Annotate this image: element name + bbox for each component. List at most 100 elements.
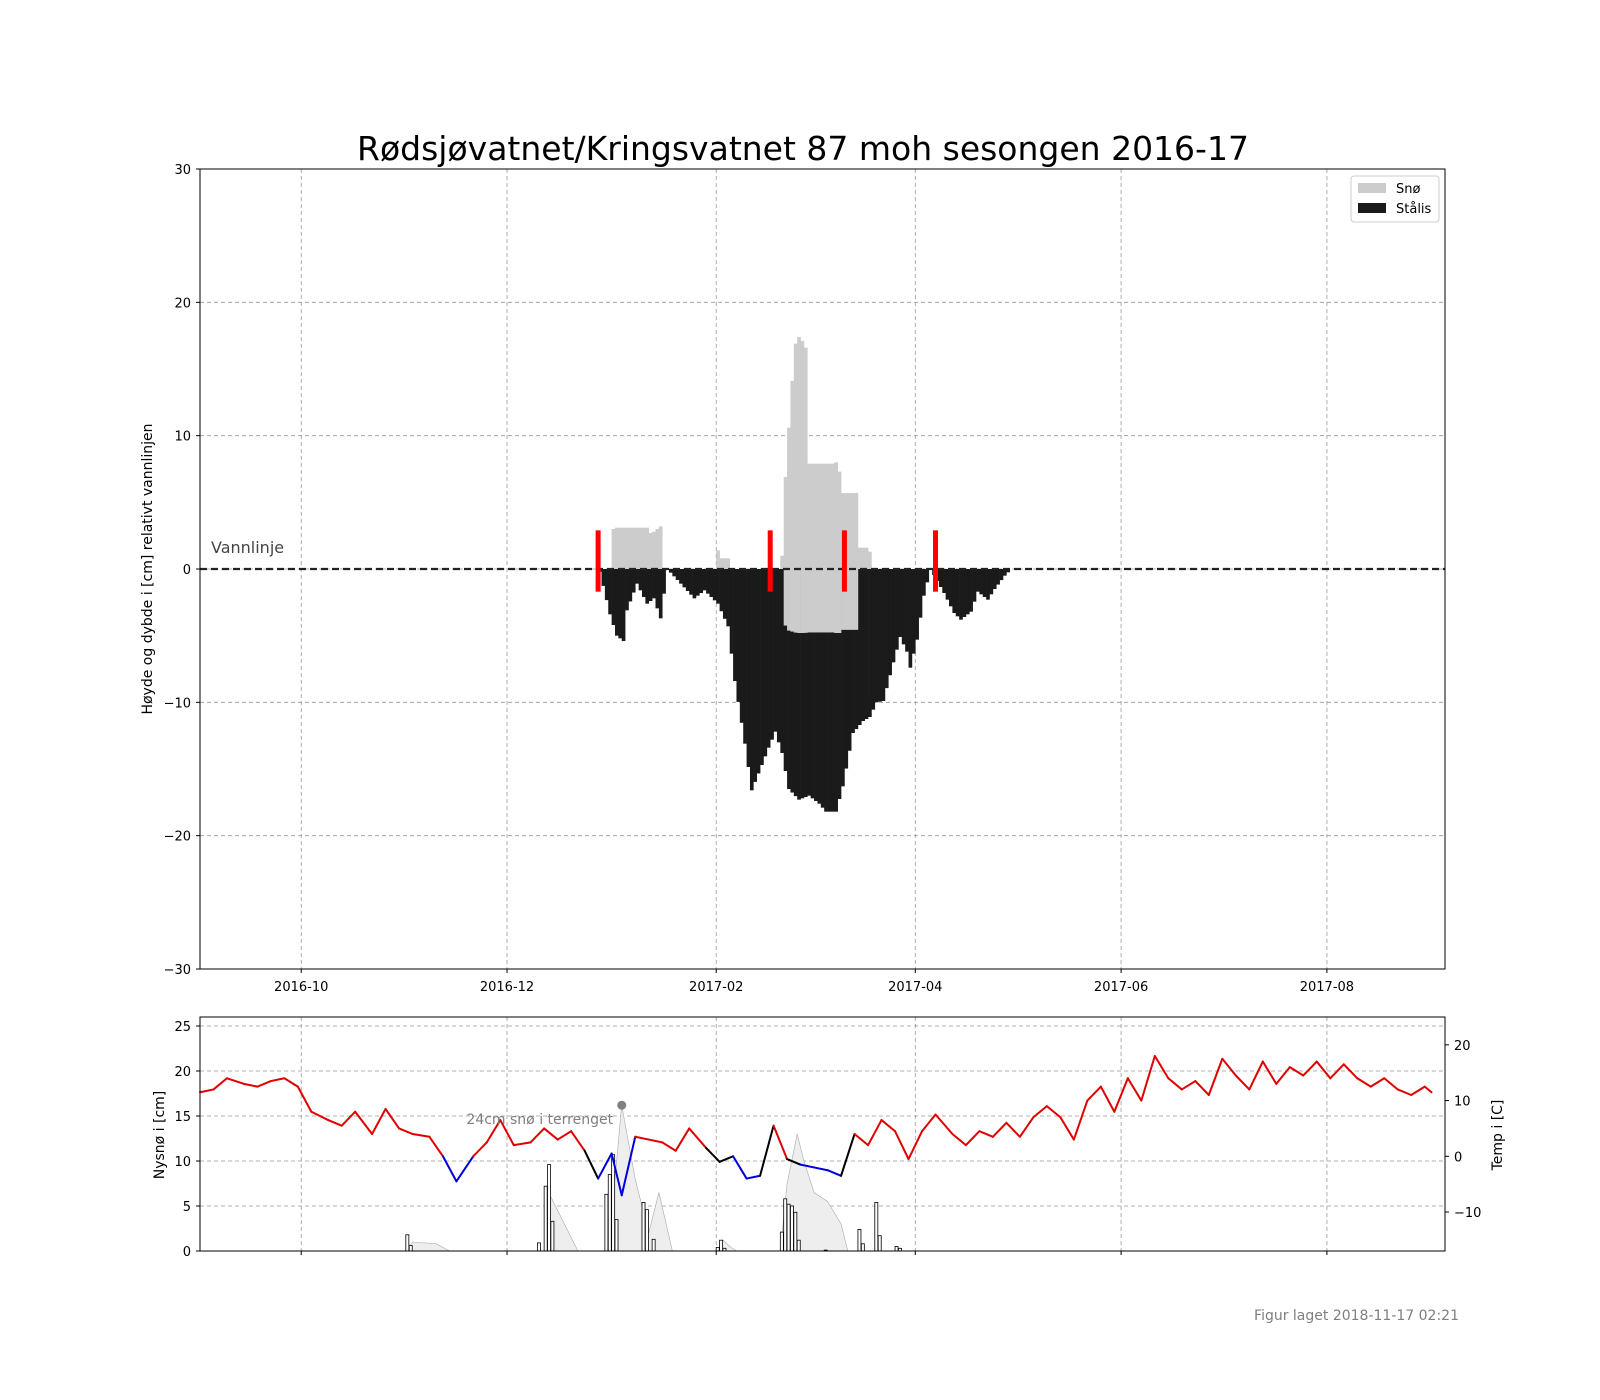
- ice-bar: [672, 569, 677, 577]
- ice-bar: [817, 569, 822, 804]
- snow-bar: [621, 527, 650, 569]
- slush-bar: [803, 569, 808, 633]
- temperature-segment: [472, 1141, 488, 1158]
- ice-bar: [685, 569, 690, 591]
- ice-bar: [722, 569, 727, 619]
- new-snow-bar: [408, 1245, 413, 1252]
- ice-bar: [976, 569, 980, 592]
- temperature-segment: [1072, 1099, 1089, 1141]
- snow-bar: [787, 427, 791, 569]
- new-snow-bar: [611, 1154, 616, 1252]
- weather-y-tick-label: 10: [174, 1155, 191, 1170]
- temperature-segment: [674, 1127, 691, 1152]
- weather-chart: 24cm snø i terrenget 0 5 10 15 20 25 −10 0 10 20…: [152, 1016, 1506, 1260]
- snow-bar: [783, 477, 788, 569]
- weather-y-tick-label: 5: [183, 1200, 191, 1215]
- temperature-segment: [772, 1124, 789, 1161]
- snow-bar: [837, 471, 842, 569]
- temperature-segment: [199, 1088, 215, 1094]
- ice-bar: [942, 569, 946, 593]
- temperature-segment: [411, 1133, 431, 1138]
- temperature-segment: [529, 1127, 546, 1144]
- new-snow-bar: [894, 1246, 899, 1252]
- snow-bar: [800, 341, 805, 569]
- ice-bar: [996, 569, 1000, 585]
- ice-bar: [955, 569, 960, 617]
- temperature-segment: [1032, 1105, 1048, 1119]
- ice-bar: [628, 569, 633, 602]
- weather-y-ticks-left: 0 5 10 15 20 25: [174, 1020, 200, 1260]
- ice-bar: [699, 569, 704, 593]
- temperature-segment: [991, 1121, 1008, 1138]
- ice-bar: [925, 569, 930, 583]
- observation-marker: [933, 530, 939, 592]
- temperature-segment: [1018, 1116, 1035, 1138]
- temperature-segment: [620, 1135, 637, 1197]
- ice-bar: [888, 569, 892, 676]
- snow-bar: [868, 551, 872, 569]
- temperature-segment: [597, 1152, 613, 1180]
- ice-bar: [773, 569, 778, 732]
- ice-bar: [979, 569, 984, 595]
- temperature-segment: [296, 1085, 313, 1113]
- snow-bar: [658, 526, 663, 569]
- weather-y-tick-label: 15: [174, 1110, 191, 1125]
- temperature-segment: [880, 1119, 897, 1133]
- new-snow-bar: [614, 1219, 619, 1252]
- ice-bar: [675, 569, 680, 580]
- temperature-segment: [1329, 1063, 1345, 1080]
- new-snow-bar: [877, 1235, 882, 1252]
- temperature-segment: [921, 1113, 937, 1133]
- ice-bar: [922, 569, 926, 596]
- new-snow-bar: [796, 1239, 801, 1252]
- snow-bar: [780, 555, 784, 569]
- slush-bar: [787, 569, 791, 631]
- ice-bar: [608, 569, 612, 615]
- temperature-segment: [428, 1135, 444, 1158]
- ice-bar: [803, 569, 808, 797]
- temperature-segment: [1099, 1085, 1116, 1113]
- temperature-segment: [718, 1155, 735, 1163]
- temperature-segment: [1234, 1074, 1251, 1091]
- ice-bar: [706, 569, 710, 594]
- temperature-segment: [813, 1166, 829, 1172]
- snow-bar: [618, 527, 623, 569]
- temperature-segment: [384, 1107, 401, 1130]
- ice-bar: [1003, 569, 1007, 576]
- temperature-segment: [786, 1158, 802, 1166]
- ice-bar: [615, 569, 619, 636]
- ice-bar: [827, 569, 832, 812]
- ice-bar: [601, 569, 606, 586]
- ice-bar: [641, 569, 646, 597]
- slush-bar: [837, 569, 842, 633]
- ice-bar: [911, 569, 916, 654]
- observation-markers: [595, 530, 939, 592]
- ice-bar: [604, 569, 609, 601]
- ice-bar: [965, 569, 970, 615]
- ice-bar: [635, 569, 639, 584]
- new-snow-bar: [783, 1198, 788, 1252]
- temperature-segment: [1153, 1055, 1170, 1080]
- temperature-segment: [647, 1138, 664, 1144]
- weather-y-axis-label: Nysnø i [cm]: [152, 1091, 168, 1180]
- temperature-segment: [441, 1155, 458, 1183]
- ice-bar: [760, 569, 764, 765]
- temperature-segment: [705, 1146, 721, 1163]
- ice-bar: [625, 569, 629, 611]
- snow-bar: [652, 531, 656, 569]
- slush-bar: [834, 569, 838, 633]
- new-snow-bar: [793, 1211, 798, 1252]
- new-snow-bar: [874, 1202, 879, 1252]
- temperature-segment: [1248, 1060, 1264, 1091]
- ice-bar: [689, 569, 693, 595]
- ice-bar: [797, 569, 801, 800]
- new-snow-bar: [860, 1243, 865, 1252]
- ice-bar: [901, 569, 906, 645]
- temperature-segment: [1180, 1080, 1197, 1091]
- ice-bar: [733, 569, 737, 681]
- main-y-tick-label: −20: [164, 830, 191, 845]
- temperature-segment: [455, 1155, 475, 1183]
- temperature-segment: [1113, 1077, 1129, 1113]
